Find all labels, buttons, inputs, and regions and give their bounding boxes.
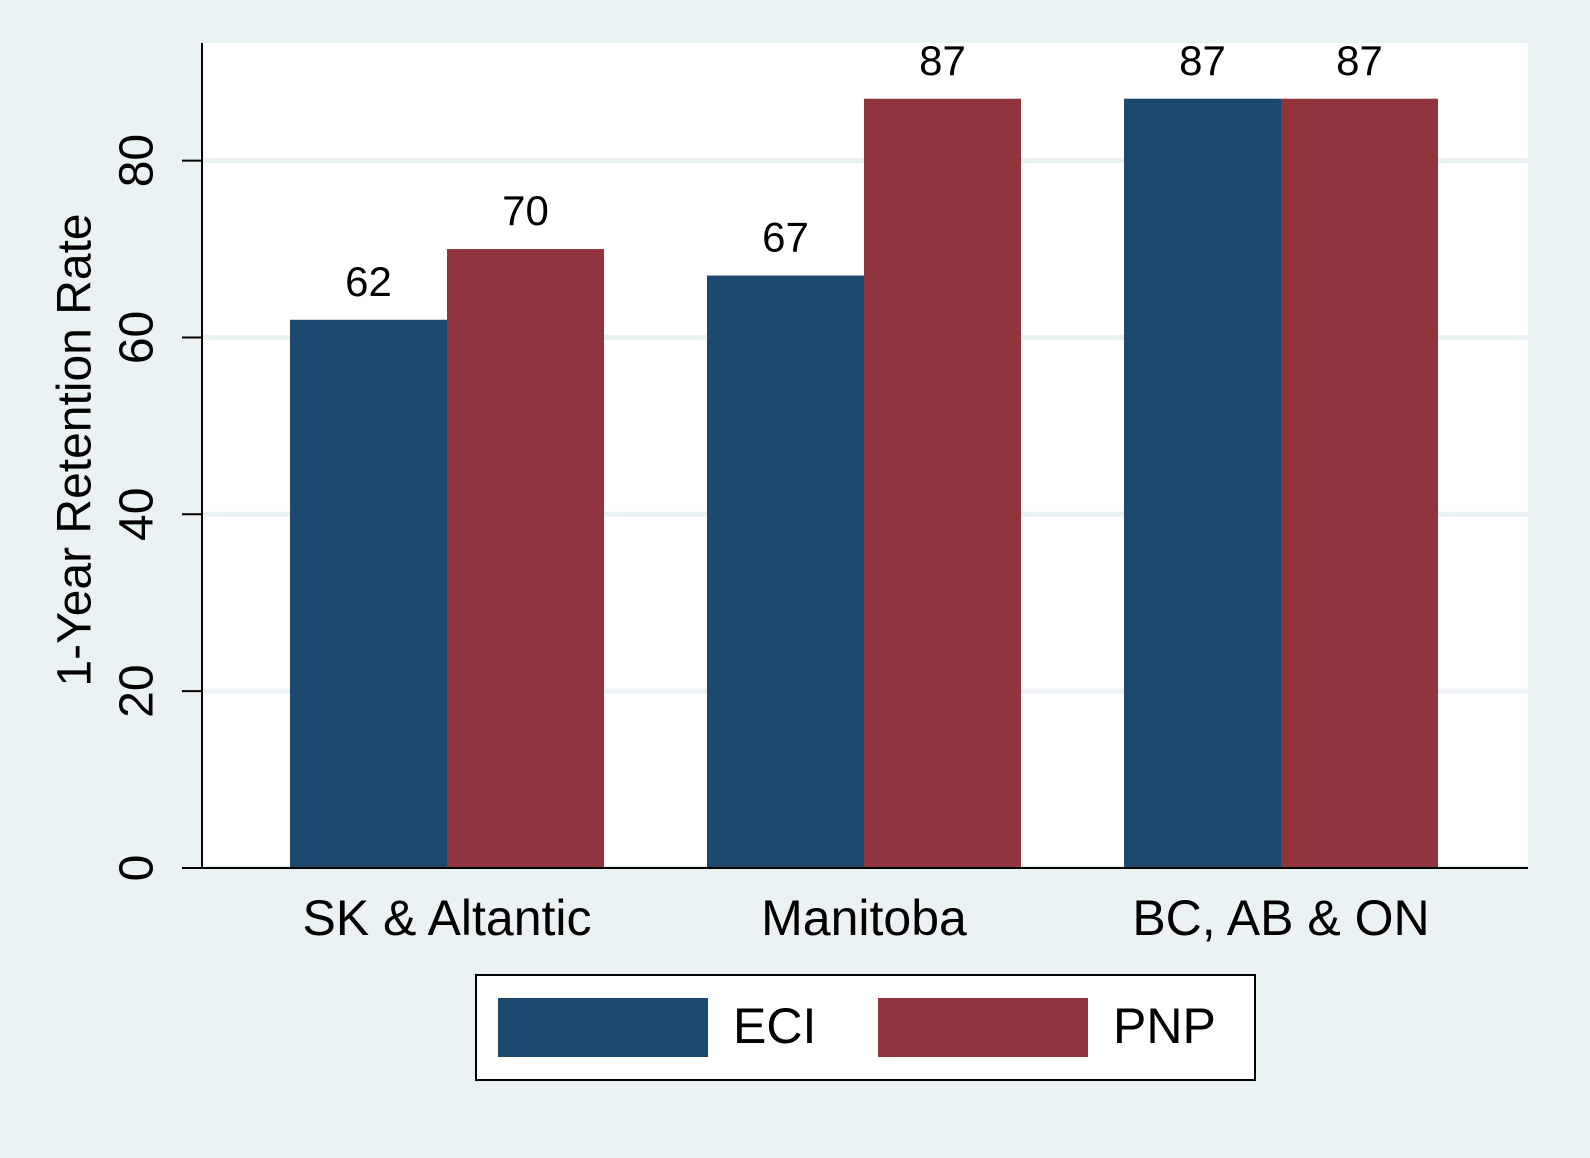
y-tick-label: 20: [111, 664, 164, 717]
bar: [290, 319, 447, 868]
x-tick-label: BC, AB & ON: [1132, 890, 1429, 946]
bar: [864, 98, 1021, 868]
x-tick-label: SK & Altantic: [302, 890, 591, 946]
legend-label: PNP: [1113, 998, 1216, 1054]
y-axis-title: 1-Year Retention Rate: [49, 213, 102, 686]
legend-box: [475, 974, 1256, 1081]
value-label: 87: [1336, 37, 1383, 84]
y-tick-label: 0: [111, 855, 164, 882]
bar: [1124, 98, 1281, 868]
bar: [707, 275, 864, 868]
bar: [447, 249, 604, 869]
y-tick-label: 80: [111, 134, 164, 187]
value-label: 67: [762, 214, 809, 261]
bar: [1281, 98, 1438, 868]
value-label: 87: [1179, 37, 1226, 84]
value-label: 87: [919, 37, 966, 84]
legend-swatch: [498, 998, 708, 1057]
y-tick-label: 60: [111, 311, 164, 364]
value-label: 70: [502, 187, 549, 234]
x-tick-label: Manitoba: [761, 890, 967, 946]
y-tick-label: 40: [111, 488, 164, 541]
value-label: 62: [345, 258, 392, 305]
legend-label: ECI: [733, 998, 816, 1054]
legend-swatch: [878, 998, 1088, 1057]
